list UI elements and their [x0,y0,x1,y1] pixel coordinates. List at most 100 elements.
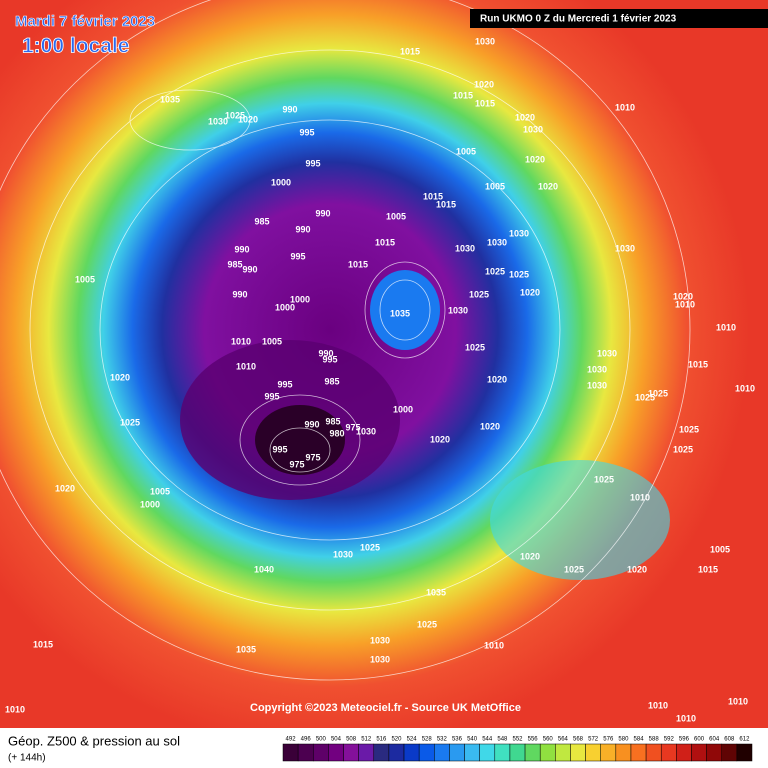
isobar-label: 1000 [271,177,291,187]
isobar-label: 1020 [538,181,558,191]
isobar-label: 1005 [485,181,505,191]
scale-cell [434,743,450,762]
scale-label: 544 [482,737,493,743]
scale-label: 492 [286,737,297,743]
scale-label: 528 [422,737,433,743]
isobar-label: 1030 [587,364,607,374]
isobar-label: 1010 [231,336,251,346]
isobar-label: 1020 [520,551,540,561]
scale-cell [570,743,586,762]
isobar-label: 1015 [453,90,473,100]
isobar-label: 1010 [615,102,635,112]
high-pressure-area [370,270,440,350]
scale-cell [736,743,753,762]
isobar-label: 1025 [469,289,489,299]
scale-label: 564 [558,737,569,743]
scale-cell [615,743,632,762]
legend-title: Géop. Z500 & pression au sol [8,733,180,748]
isobar-label: 995 [264,391,279,401]
isobar-label: 1015 [375,237,395,247]
isobar-label: 995 [322,354,337,364]
isobar-label: 1000 [393,404,413,414]
lead-time: (+ 144h) [8,753,46,764]
isobar-label: 1015 [348,259,368,269]
scale-label: 596 [679,737,690,743]
isobar-label: 1010 [484,640,504,650]
run-box [470,9,768,28]
run-info: Run UKMO 0 Z du Mercredi 1 février 2023 [480,14,677,25]
isobar-label: 1025 [360,542,380,552]
isobar-label: 1025 [648,388,668,398]
scale-cell [539,743,556,762]
isobar-label: 1030 [523,124,543,134]
scale-cell [676,743,692,762]
europe-area [490,460,670,580]
copyright: Copyright ©2023 Meteociel.fr - Source UK… [250,702,521,714]
isobar-label: 1020 [474,79,494,89]
isobar-label: 1000 [275,302,295,312]
isobar-label: 1000 [140,499,160,509]
isobar-label: 995 [277,379,292,389]
isobar-label: 1010 [735,383,755,393]
scale-label: 608 [724,737,735,743]
scale-cell [388,743,405,762]
isobar-label: 1010 [728,696,748,706]
isobar-label: 1025 [485,266,505,276]
isobar-label: 985 [324,376,339,386]
forecast-date: Mardi 7 février 2023 [15,13,155,30]
isobar-label: 1020 [110,372,130,382]
scale-cell [449,743,465,762]
local-time: 1:00 locale [22,35,129,58]
isobar-label: 1005 [150,486,170,496]
scale-cell [313,743,329,762]
isobar-label: 1030 [333,549,353,559]
scale-cell [585,743,601,762]
isobar-label: 1015 [475,98,495,108]
scale-cell [524,743,541,762]
isobar-label: 1010 [5,704,25,714]
isobar-label: 985 [254,216,269,226]
isobar-label: 1020 [430,434,450,444]
scale-label: 500 [316,737,327,743]
isobar-label: 1025 [564,564,584,574]
isobar-label: 1030 [448,305,468,315]
isobar-label: 1020 [480,421,500,431]
isobar-label: 1020 [525,154,545,164]
scale-label: 516 [376,737,387,743]
isobar-label: 1020 [487,374,507,384]
isobar-label: 1020 [520,287,540,297]
scale-cell [721,743,738,762]
scale-label: 524 [407,737,418,743]
scale-label: 580 [618,737,629,743]
isobar-label: 1030 [509,228,529,238]
isobar-label: 990 [234,244,249,254]
isobar-label: 990 [242,264,257,274]
scale-label: 532 [437,737,448,743]
isobar-label: 990 [318,348,333,358]
isobar-label: 1030 [587,380,607,390]
scale-cell [691,743,707,762]
isobar-label: 990 [315,208,330,218]
isobar-label: 1010 [675,299,695,309]
scale-cell [373,743,390,762]
scale-cell [297,743,314,762]
isobar-label: 1020 [627,564,647,574]
isobar-label: 995 [305,158,320,168]
isobar-label: 990 [282,104,297,114]
isobar-label: 980 [329,428,344,438]
deep-low [255,405,345,475]
scale-cell [645,743,662,762]
isobar-label: 1030 [487,237,507,247]
isobars [0,0,690,680]
isobar-label: 1035 [426,587,446,597]
scale-cell [509,743,526,762]
scale-label: 576 [603,737,614,743]
isobar-label: 1025 [120,417,140,427]
isobar-label: 1000 [290,294,310,304]
scale-label: 496 [301,737,312,743]
isobar-label: 1030 [370,635,390,645]
isobar-label: 1005 [456,146,476,156]
isobar-label: 1020 [238,114,258,124]
